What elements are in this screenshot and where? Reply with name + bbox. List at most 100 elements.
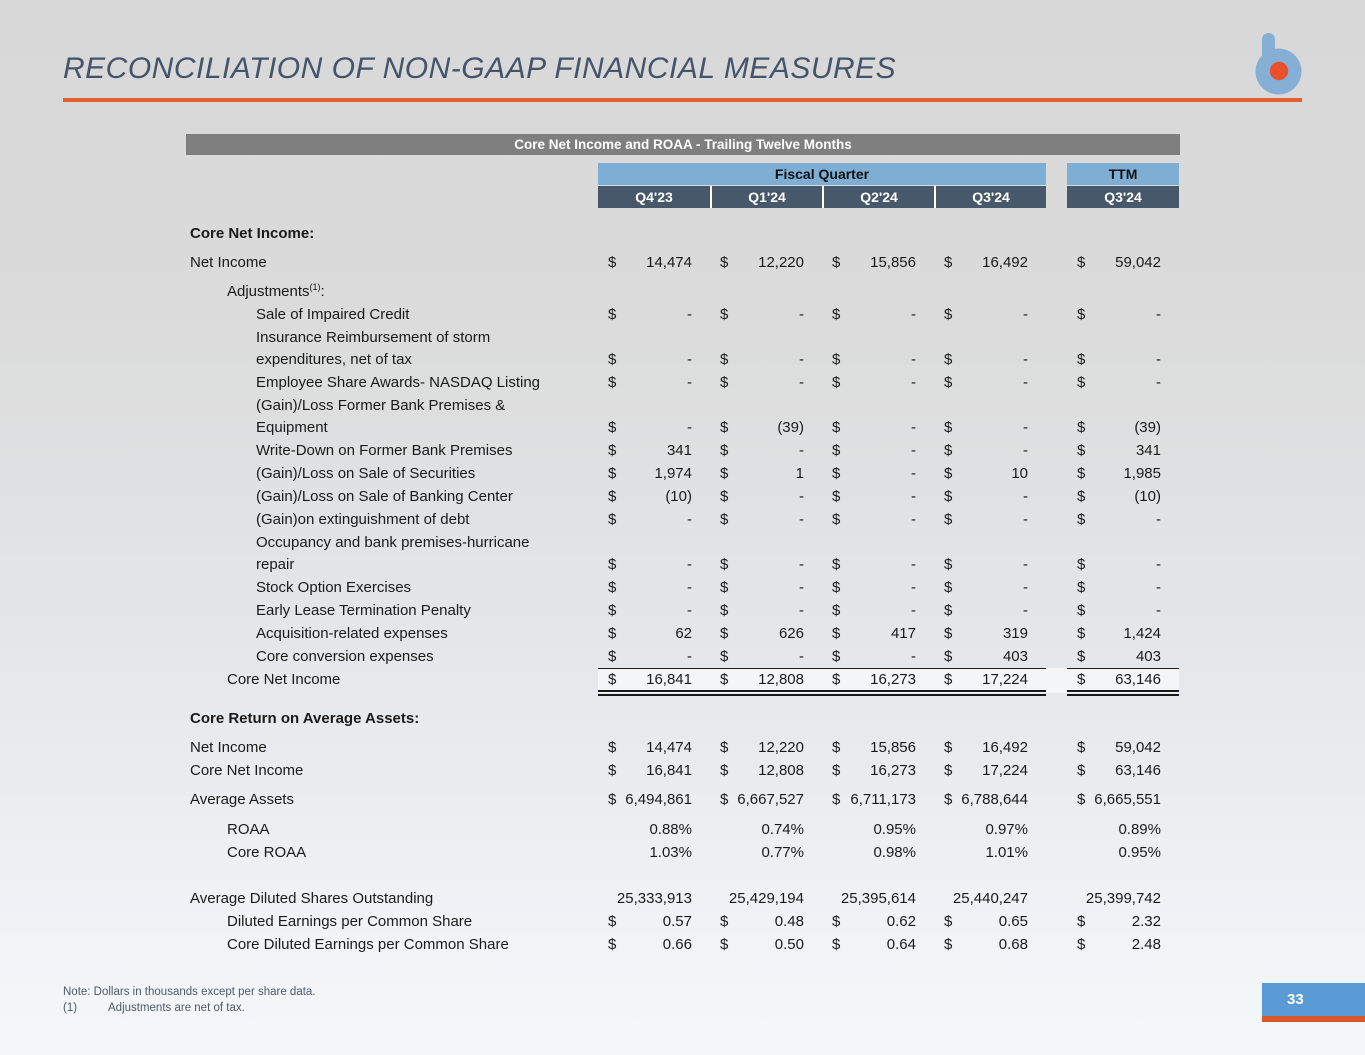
cell-value: - <box>911 442 916 459</box>
cell-value: - <box>911 488 916 505</box>
value-cell: $1 <box>710 463 822 486</box>
value-cell: $ - <box>710 372 822 395</box>
value-cell: $12,808 <box>710 760 822 783</box>
currency-symbol: $ <box>720 306 729 323</box>
row-label: Core Net Income <box>190 762 304 779</box>
value-cell: $15,856 <box>822 252 934 275</box>
row-label: (Gain)/Loss on Sale of Securities <box>256 465 476 482</box>
currency-symbol: $ <box>720 253 729 271</box>
header-gap <box>1046 186 1067 208</box>
cell-value: - <box>1023 579 1028 596</box>
value-cell: $ - <box>822 509 934 532</box>
cell-value: 12,808 <box>758 762 804 779</box>
cell-value: 2.32 <box>1131 913 1161 930</box>
cell-value: 319 <box>1002 625 1028 642</box>
title-underline <box>63 98 1302 102</box>
cell-value: 6,667,527 <box>737 791 804 808</box>
cell-value: 0.65 <box>998 913 1028 930</box>
currency-symbol: $ <box>1077 936 1086 953</box>
value-cell: $6,494,861 <box>598 789 710 812</box>
cell-value: - <box>911 465 916 482</box>
currency-symbol: $ <box>720 442 729 459</box>
cell-value: 1,424 <box>1123 625 1161 642</box>
value-cell: $1,974 <box>598 463 710 486</box>
cell-value: 6,494,861 <box>625 791 692 808</box>
table-header-groups: Fiscal Quarter TTM <box>186 163 1180 185</box>
value-cell: $ - <box>1067 554 1179 577</box>
cell-value: - <box>1023 442 1028 459</box>
value-cell: 0.88% <box>598 819 710 842</box>
cell-value: 15,856 <box>870 253 916 271</box>
value-cell: $12,220 <box>710 252 822 275</box>
cell-value: 25,440,247 <box>952 890 1028 907</box>
value-cell: $12,808 <box>710 669 822 692</box>
row-label: Core Net Income: <box>190 224 315 242</box>
value-cell: $ - <box>710 440 822 463</box>
value-cell: $ - <box>822 554 934 577</box>
ttm-group-header: TTM <box>1067 163 1179 185</box>
value-cell: $14,474 <box>598 737 710 760</box>
value-cell: $ - <box>1067 509 1179 532</box>
cell-value: 12,808 <box>758 671 804 688</box>
value-cell: $ - <box>598 600 710 623</box>
currency-symbol: $ <box>832 374 841 391</box>
cell-value: 1.03% <box>649 844 692 861</box>
value-cell: $403 <box>1067 646 1179 669</box>
value-cell: $62 <box>598 623 710 646</box>
currency-symbol: $ <box>720 762 729 779</box>
cell-value: 63,146 <box>1115 762 1161 779</box>
value-cell: $16,273 <box>822 669 934 692</box>
currency-symbol: $ <box>608 602 617 619</box>
value-cell: 25,333,913 <box>598 888 710 911</box>
currency-symbol: $ <box>1077 791 1086 808</box>
cell-value: 0.89% <box>1118 821 1161 838</box>
cell-value: - <box>799 351 804 368</box>
cell-value: 0.50 <box>774 936 804 953</box>
cell-value: 0.77% <box>761 844 804 861</box>
cell-value: 63,146 <box>1115 671 1161 688</box>
cell-value: 0.98% <box>873 844 916 861</box>
value-cell: $ - <box>1067 372 1179 395</box>
cell-value: - <box>911 579 916 596</box>
value-cell: 25,395,614 <box>822 888 934 911</box>
table-row: Core Net Income $16,841 $12,808 $16,273 $17,… <box>186 667 1180 696</box>
cell-value: 403 <box>1135 648 1161 665</box>
row-label: Employee Share Awards- NASDAQ Listing <box>256 374 541 391</box>
rule-line <box>598 667 1046 669</box>
value-cell: $ - <box>1067 304 1179 327</box>
currency-symbol: $ <box>832 556 841 573</box>
page-title: RECONCILIATION OF NON-GAAP FINANCIAL MEA… <box>63 52 897 85</box>
cell-value: - <box>911 351 916 368</box>
currency-symbol: $ <box>1077 625 1086 642</box>
value-cell: $10 <box>934 463 1046 486</box>
currency-symbol: $ <box>608 374 617 391</box>
value-cell: $ - <box>934 577 1046 600</box>
cell-value: 6,711,173 <box>850 791 916 808</box>
value-cell: $16,841 <box>598 760 710 783</box>
table-row: Insurance Reimbursement of storm expendit… <box>186 327 1180 372</box>
table-row: (Gain)on extinguishment of debt $ - $ - $ - $ - $… <box>186 509 1180 532</box>
currency-symbol: $ <box>1077 374 1086 391</box>
currency-symbol: $ <box>720 671 729 688</box>
row-label: Core Diluted Earnings per Common Share <box>227 936 509 953</box>
value-cell: $417 <box>822 623 934 646</box>
currency-symbol: $ <box>944 419 953 436</box>
cell-value: 626 <box>778 625 804 642</box>
table-row: Occupancy and bank premises-hurricane rep… <box>186 532 1180 577</box>
value-cell: $ - <box>1067 577 1179 600</box>
value-cell: $ - <box>934 417 1046 440</box>
value-cell: $1,424 <box>1067 623 1179 646</box>
currency-symbol: $ <box>944 253 953 271</box>
value-cell: $ - <box>934 486 1046 509</box>
value-cell: 0.95% <box>822 819 934 842</box>
cell-value: 15,856 <box>870 739 916 756</box>
currency-symbol: $ <box>1077 579 1086 596</box>
currency-symbol: $ <box>832 762 841 779</box>
company-logo-b-icon <box>1255 33 1302 95</box>
currency-symbol: $ <box>832 913 841 930</box>
cell-value: - <box>1023 419 1028 436</box>
cell-value: 1,974 <box>654 465 692 482</box>
value-cell: $ (39) <box>710 417 822 440</box>
currency-symbol: $ <box>608 511 617 528</box>
cell-value: 14,474 <box>646 253 692 271</box>
